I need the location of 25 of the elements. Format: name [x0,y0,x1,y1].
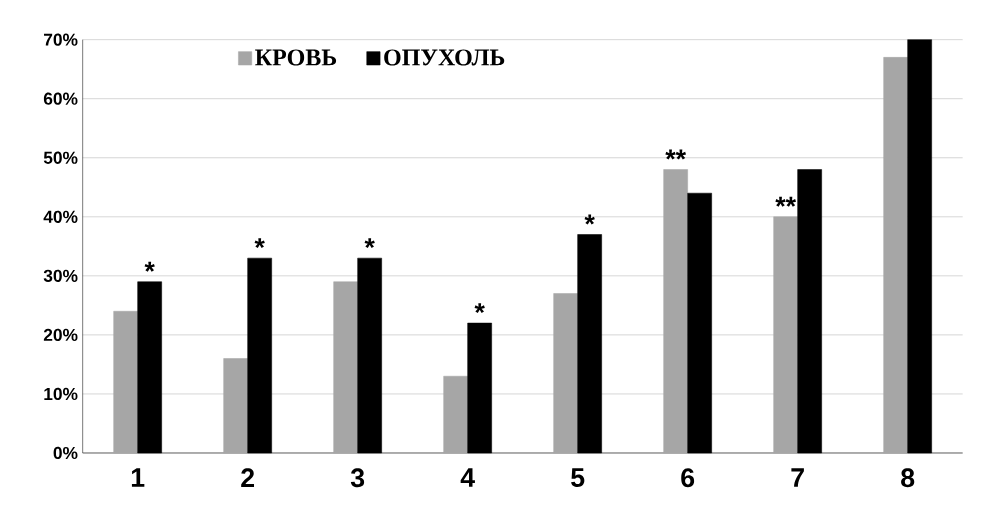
y-tick-label: 50% [43,151,78,164]
y-tick-label: 0% [53,446,78,460]
x-tick-label: 7 [791,468,804,487]
annotation: * [364,238,375,249]
annotation: * [474,303,485,314]
annotation: * [584,214,595,225]
x-tick-label: 4 [460,468,475,487]
y-tick-label: 70% [44,33,78,46]
annotation: ** [775,196,797,207]
x-tick-label: 5 [571,468,585,487]
legend-label: КРОВЬ [255,49,337,66]
y-tick-label: 30% [43,269,78,282]
annotation: * [254,238,265,249]
x-tick-label: 8 [901,468,915,488]
annotation: ** [665,149,687,160]
x-tick-label: 1 [131,468,145,487]
y-tick-label: 10% [44,387,78,401]
x-tick-label: 6 [681,468,695,488]
x-tick-label: 3 [350,468,365,488]
y-tick-label: 60% [43,92,78,105]
legend-label: ОПУХОЛЬ [384,49,505,66]
annotation: * [144,261,155,272]
x-tick-label: 2 [241,468,255,487]
y-tick-label: 40% [43,210,78,223]
y-tick-label: 20% [43,328,78,342]
